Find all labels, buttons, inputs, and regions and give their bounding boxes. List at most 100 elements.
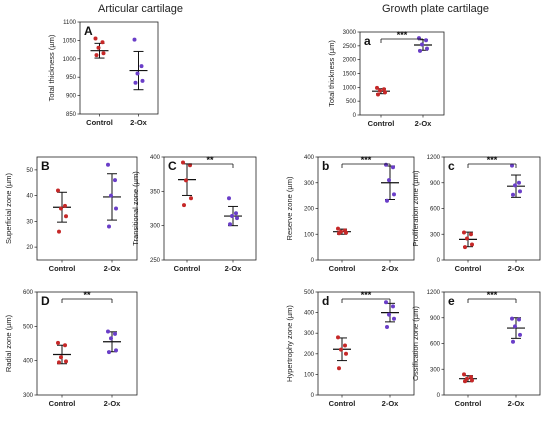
panel-2-data-point: [106, 162, 110, 167]
panel-8-ytick-label: 1200: [427, 290, 441, 296]
panel-5-letter: c: [448, 159, 455, 173]
panel-6-ylabel: Radial zone (µm): [4, 314, 13, 372]
panel-8-ytick-label: 900: [430, 316, 441, 322]
panel-6-letter: D: [41, 294, 50, 308]
panel-5-ytick-label: 600: [430, 207, 441, 213]
panel-1-ytick-label: 1500: [343, 72, 357, 78]
panel-7-ylabel: Hypertrophy zone (µm): [285, 305, 294, 382]
panel-0-frame: [79, 21, 159, 115]
panel-2-ytick-label: 50: [26, 168, 33, 174]
panel-4-ytick-label: 400: [304, 155, 315, 161]
panel-6-data-point: [57, 360, 61, 365]
panel-1-data-point: [420, 42, 424, 47]
panel-8-data-point: [462, 372, 466, 377]
panel-6-data-point: [59, 355, 63, 360]
panel-4-frame: [317, 156, 415, 261]
panel-8-data-point: [518, 332, 522, 337]
panel-7-data-point: [391, 304, 395, 309]
panel-1-ytick-label: 2500: [343, 44, 357, 50]
panel-4-data-point: [384, 162, 388, 167]
panel-4-ytick-label: 100: [304, 232, 315, 238]
panel-6-significance-label: **: [83, 290, 91, 300]
panel-0-data-point: [132, 37, 137, 42]
panel-5-data-point: [517, 180, 521, 185]
panel-0-ytick-label: 1000: [63, 57, 77, 63]
panel-8-xtick-label: Control: [455, 399, 482, 408]
panel-8-data-point: [510, 316, 514, 321]
panel-6-data-point: [107, 350, 111, 355]
panel-8-ytick-label: 600: [430, 342, 441, 348]
panel-5-data-point: [510, 163, 514, 168]
panel-8-data-point: [469, 374, 473, 379]
panel-3-data-point: [228, 222, 232, 227]
panel-0-letter: A: [84, 24, 93, 38]
panel-8-data-point: [463, 379, 467, 384]
panel-5-data-point: [462, 230, 466, 235]
panel-4-data-point: [387, 178, 391, 183]
panel-3-data-point: [230, 214, 234, 219]
panel-0-ytick-label: 850: [66, 112, 77, 118]
panel-7-ytick-label: 500: [304, 290, 315, 296]
panel-1-significance-label: ***: [397, 30, 408, 40]
panel-4-ytick-label: 0: [311, 258, 315, 264]
panel-1-data-point: [378, 88, 382, 93]
panel-3-xtick-label: 2-Ox: [225, 264, 243, 273]
panel-5-significance-label: ***: [487, 155, 498, 165]
panel-1-ylabel: Total thickness (µm): [327, 40, 336, 107]
panel-4-xtick-label: Control: [329, 264, 356, 273]
panel-5-xtick-label: Control: [455, 264, 482, 273]
panel-3-data-point: [182, 203, 186, 208]
panel-6-ytick-label: 500: [23, 324, 34, 330]
panel-4-data-point: [336, 226, 340, 231]
panel-3-frame: [163, 156, 257, 261]
panel-5-ytick-label: 0: [437, 258, 441, 264]
panel-7-frame: [317, 291, 415, 396]
panel-4-data-point: [391, 165, 395, 170]
panel-5-data-point: [513, 183, 517, 188]
panel-7-ytick-label: 200: [304, 352, 315, 358]
panel-7-data-point: [392, 316, 396, 321]
panel-2-data-point: [109, 193, 113, 198]
panel-1-data-point: [382, 87, 386, 92]
panel-2-ytick-label: 20: [26, 245, 33, 251]
panel-1-data-point: [375, 85, 379, 90]
panel-7-data-point: [337, 366, 341, 371]
panel-0-data-point: [133, 80, 138, 85]
panel-3-data-point: [235, 216, 239, 221]
panel-4-xtick-label: 2-Ox: [382, 264, 400, 273]
panel-7-data-point: [384, 300, 388, 305]
panel-1-letter: a: [364, 34, 371, 48]
panel-0-data-point: [140, 78, 145, 83]
panel-6-data-point: [56, 340, 60, 345]
panel-2-data-point: [59, 206, 63, 211]
panel-0-data-point: [100, 40, 105, 45]
panel-1-xtick-label: Control: [368, 119, 395, 128]
panel-7-data-point: [387, 312, 391, 317]
panel-6-frame: [36, 291, 138, 396]
panel-0-xtick-label: Control: [86, 118, 113, 127]
panel-5-data-point: [463, 245, 467, 250]
panel-5-data-point: [470, 242, 474, 247]
panel-6-data-point: [64, 359, 68, 364]
panel-0-data-point: [139, 64, 144, 69]
panel-3-letter: C: [168, 159, 177, 173]
panel-5-ytick-label: 900: [430, 181, 441, 187]
panel-7-significance-label: ***: [361, 290, 372, 300]
panel-7-ytick-label: 400: [304, 311, 315, 317]
panel-1-data-point: [417, 36, 421, 41]
panel-1-xtick-label: 2-Ox: [415, 119, 433, 128]
panel-6-data-point: [114, 348, 118, 353]
panel-8-ylabel: Ossification zone (µm): [411, 306, 420, 381]
panel-1-data-point: [383, 90, 387, 95]
panel-6-data-point: [106, 329, 110, 334]
panel-4-letter: b: [322, 159, 329, 173]
panel-8-data-point: [513, 324, 517, 329]
panel-8-letter: e: [448, 294, 455, 308]
panel-5-data-point: [465, 236, 469, 241]
panel-3-ytick-label: 300: [150, 224, 161, 230]
panel-2-data-point: [107, 224, 111, 229]
panel-7-data-point: [343, 343, 347, 348]
panel-8-significance-label: ***: [487, 290, 498, 300]
panel-7-ytick-label: 100: [304, 372, 315, 378]
panel-5-ytick-label: 300: [430, 232, 441, 238]
